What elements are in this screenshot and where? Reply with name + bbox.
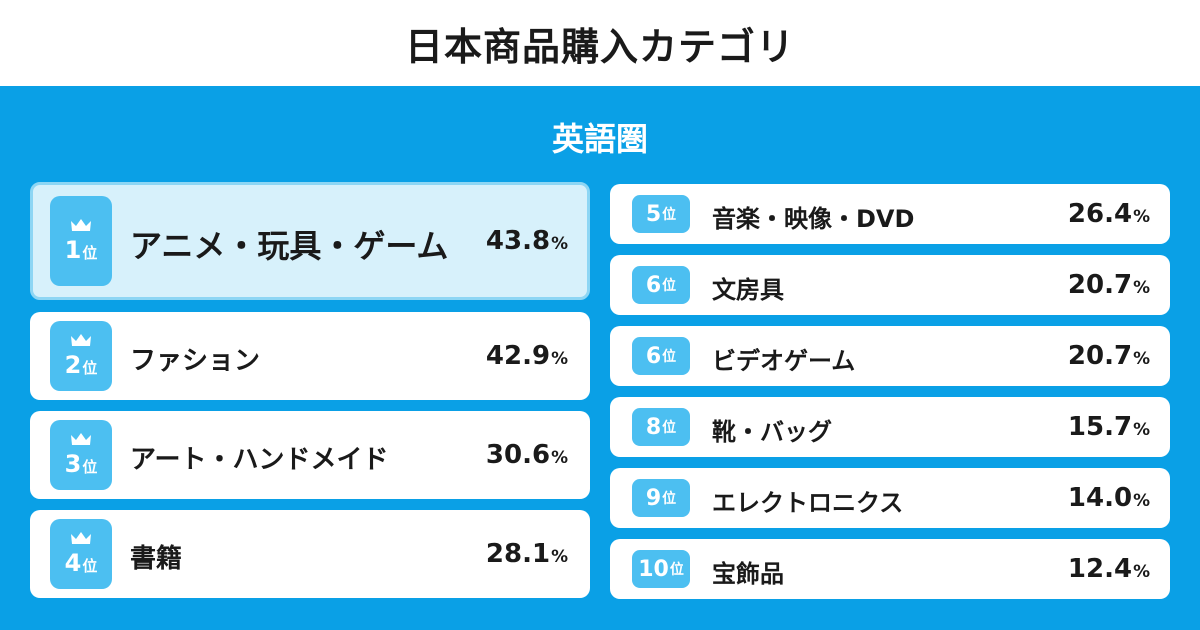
- percent-sign: %: [1133, 419, 1150, 439]
- percent-number: 15.7: [1067, 412, 1133, 442]
- percent-value: 28.1%: [420, 539, 568, 569]
- rank-unit: 位: [662, 278, 677, 294]
- category-label: ビデオゲーム: [712, 347, 856, 375]
- rank-number: 3: [64, 450, 82, 478]
- percent-sign: %: [1133, 277, 1150, 297]
- rank-label: 1位: [65, 236, 98, 264]
- percent-sign: %: [1133, 206, 1150, 226]
- percent-sign: %: [551, 233, 568, 253]
- percent-number: 43.8: [485, 226, 551, 256]
- category-label: 音楽・映像・DVD: [712, 205, 915, 233]
- percent-number: 26.4: [1067, 199, 1133, 229]
- ranking-row: [610, 539, 1170, 599]
- percent-value: 20.7%: [1000, 341, 1150, 371]
- page-title: 日本商品購入カテゴリ: [404, 24, 795, 69]
- rank-number: 6: [645, 343, 662, 369]
- percent-number: 42.9: [485, 341, 551, 371]
- percent-value: 20.7%: [1000, 270, 1150, 300]
- rank-badge: 2位: [50, 321, 112, 391]
- rank-label: 3位: [65, 450, 98, 478]
- percent-number: 20.7: [1067, 270, 1133, 300]
- category-label: アニメ・玩具・ゲーム: [130, 227, 449, 266]
- crown-icon: [70, 218, 92, 232]
- rank-badge: 10 位: [632, 550, 690, 588]
- category-label: 文房具: [712, 276, 784, 304]
- percent-number: 12.4: [1067, 554, 1133, 584]
- rank-number: 8: [645, 414, 662, 440]
- ranking-row: [30, 182, 590, 300]
- percent-value: 12.4%: [1000, 554, 1150, 584]
- percent-number: 28.1: [485, 539, 551, 569]
- percent-sign: %: [1133, 561, 1150, 581]
- percent-value: 26.4%: [1000, 199, 1150, 229]
- rank-number: 4: [64, 549, 82, 577]
- region-subtitle: 英語圏: [551, 120, 648, 158]
- percent-sign: %: [551, 348, 568, 368]
- rank-number: 10: [638, 556, 669, 582]
- percent-sign: %: [1133, 348, 1150, 368]
- rank-number: 9: [645, 485, 662, 511]
- category-label: ファション: [130, 345, 261, 376]
- rank-badge: 4位: [50, 519, 112, 589]
- category-label: エレクトロニクス: [712, 489, 904, 517]
- rank-badge: 3位: [50, 420, 112, 490]
- percent-sign: %: [1133, 490, 1150, 510]
- category-label: 書籍: [130, 543, 183, 574]
- percent-sign: %: [551, 447, 568, 467]
- rank-unit: 位: [662, 491, 677, 507]
- rank-unit: 位: [82, 458, 98, 476]
- crown-icon: [70, 531, 92, 545]
- percent-value: 42.9%: [420, 341, 568, 371]
- rank-unit: 位: [662, 349, 677, 365]
- percent-number: 30.6: [485, 440, 551, 470]
- rank-unit: 位: [669, 562, 684, 578]
- crown-icon: [70, 432, 92, 446]
- crown-icon: [70, 333, 92, 347]
- percent-value: 14.0%: [1000, 483, 1150, 513]
- ranking-row: [30, 510, 590, 598]
- percent-number: 20.7: [1067, 341, 1133, 371]
- category-label: 靴・バッグ: [712, 418, 832, 446]
- rank-number: 1: [64, 236, 82, 264]
- category-label: 宝飾品: [712, 560, 784, 588]
- percent-number: 14.0: [1067, 483, 1133, 513]
- rank-number: 2: [64, 351, 82, 379]
- percent-value: 15.7%: [1000, 412, 1150, 442]
- ranking-row: [610, 326, 1170, 386]
- percent-value: 43.8%: [420, 226, 568, 256]
- ranking-row: [610, 184, 1170, 244]
- rank-unit: 位: [82, 244, 98, 262]
- percent-sign: %: [551, 546, 568, 566]
- ranking-row: [30, 312, 590, 400]
- rank-unit: 位: [82, 359, 98, 377]
- rank-number: 5: [645, 201, 662, 227]
- rank-label: 2位: [65, 351, 98, 379]
- rank-number: 6: [645, 272, 662, 298]
- header: 日本商品購入カテゴリ: [0, 0, 1200, 86]
- ranking-row: [610, 397, 1170, 457]
- rank-unit: 位: [662, 420, 677, 436]
- percent-value: 30.6%: [420, 440, 568, 470]
- category-label: アート・ハンドメイド: [130, 444, 389, 475]
- rank-label: 4位: [65, 549, 98, 577]
- rank-unit: 位: [662, 207, 677, 223]
- rank-badge: 1位: [50, 196, 112, 286]
- ranking-row: [30, 411, 590, 499]
- rank-unit: 位: [82, 557, 98, 575]
- ranking-row: [610, 255, 1170, 315]
- ranking-row: [610, 468, 1170, 528]
